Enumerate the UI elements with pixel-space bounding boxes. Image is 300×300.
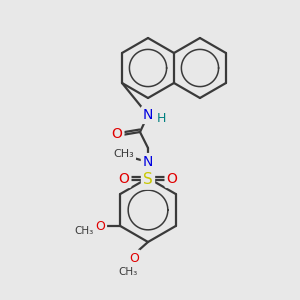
Text: O: O (95, 220, 105, 232)
Text: S: S (143, 172, 153, 188)
Text: O: O (118, 172, 129, 186)
Text: CH₃: CH₃ (114, 149, 134, 159)
Text: H: H (156, 112, 166, 124)
Text: N: N (143, 155, 153, 169)
Text: O: O (112, 127, 122, 141)
Text: CH₃: CH₃ (118, 267, 138, 277)
Text: O: O (129, 251, 139, 265)
Text: O: O (167, 172, 177, 186)
Text: N: N (143, 108, 153, 122)
Text: CH₃: CH₃ (75, 226, 94, 236)
